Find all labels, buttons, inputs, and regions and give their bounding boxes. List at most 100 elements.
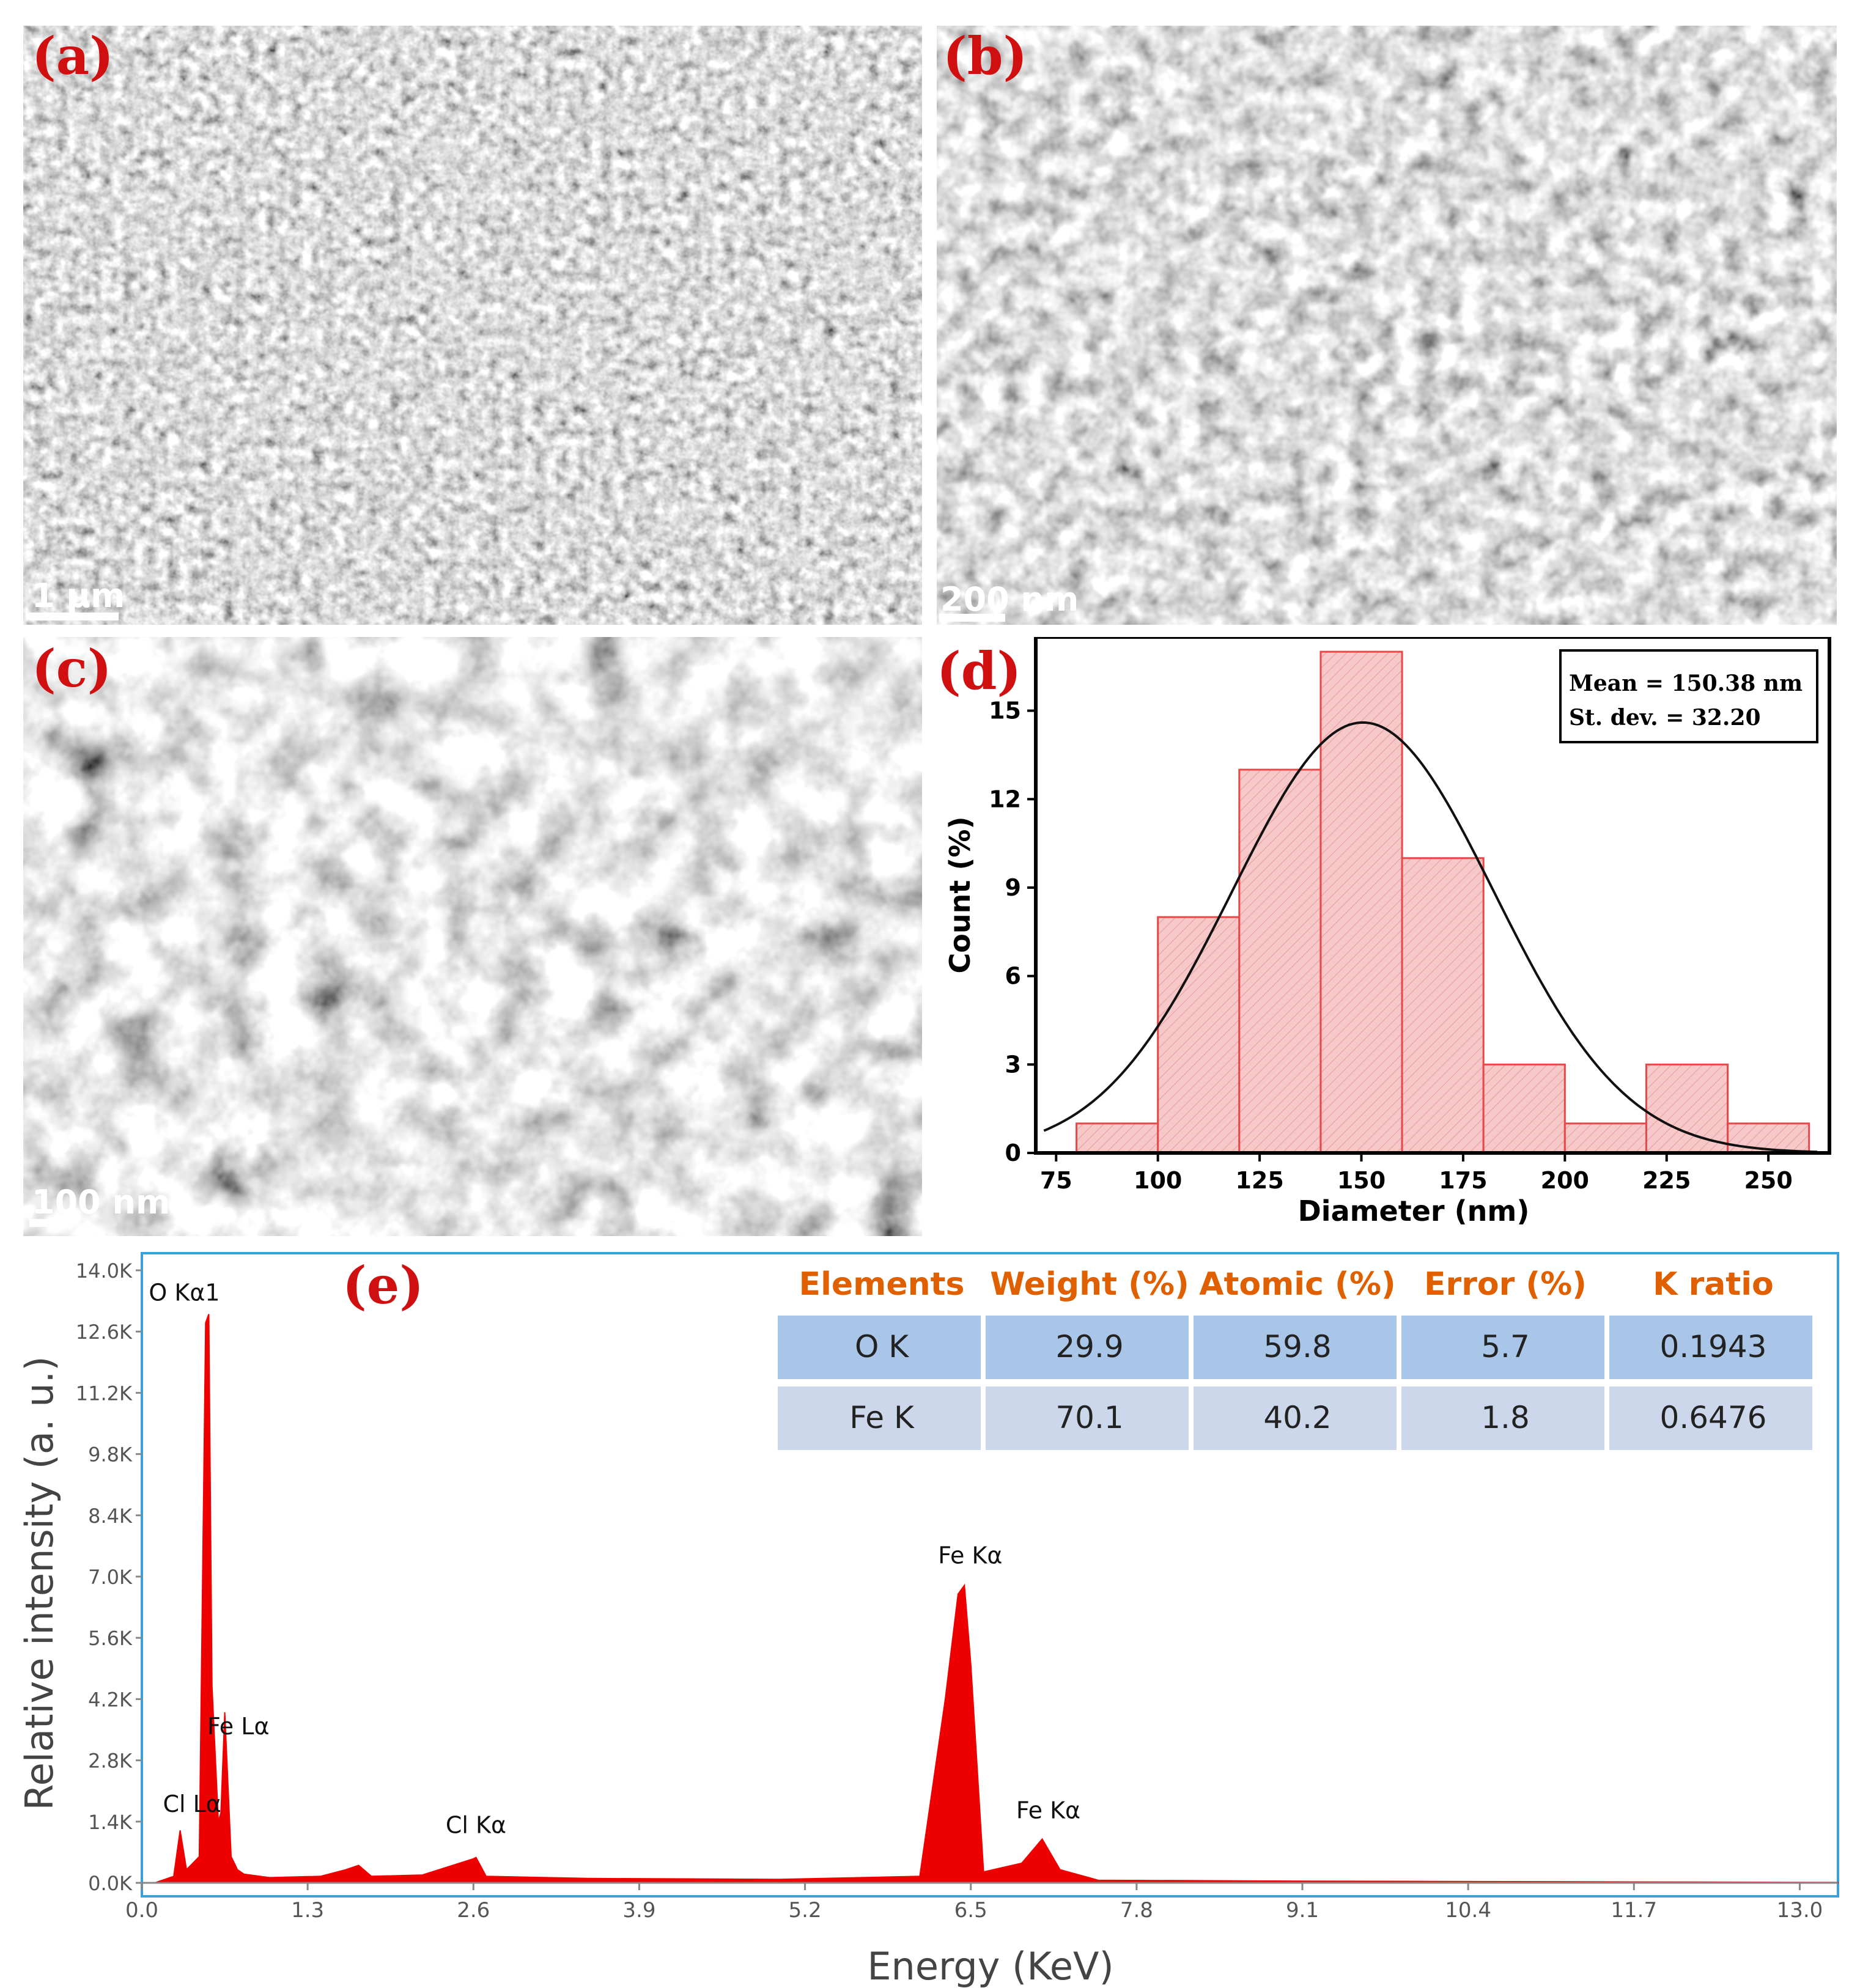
eds-y-tick-label: 12.6K <box>76 1320 133 1344</box>
table-cell-value: 1.8 <box>1481 1400 1530 1435</box>
panel-label-e: (e) <box>342 1255 424 1316</box>
scale-bar-b <box>939 614 1005 622</box>
y-tick-label: 15 <box>989 698 1021 724</box>
eds-x-tick-label: 2.6 <box>457 1898 490 1923</box>
eds-x-tick-label: 6.5 <box>954 1898 987 1923</box>
scale-bar-label-a: 1 μm <box>32 576 125 615</box>
eds-x-tick-label: 13.0 <box>1777 1898 1823 1923</box>
table-cell <box>1607 1384 1815 1452</box>
plot-frame <box>1034 637 1831 1155</box>
y-tick-label: 6 <box>1005 963 1021 990</box>
panel-label-c: (c) <box>32 638 112 699</box>
histogram-chart: 75 100 125 150 175 200 225 250 0 3 6 9 12 15 Diameter… <box>943 637 1831 1228</box>
eds-y-axis-label: Relative intensity (a. u.) <box>17 1356 62 1810</box>
eds-spectrum-line <box>154 1314 1839 1883</box>
peak-label: Cl Lα <box>163 1791 221 1817</box>
peak-label: Fe Lα <box>207 1713 269 1740</box>
table-cell <box>1607 1313 1815 1382</box>
eds-frame <box>141 1252 1839 1898</box>
histogram-panel: 75 100 125 150 175 200 225 250 0 3 6 9 12 15 Diameter… <box>937 637 1837 1236</box>
x-tick-label: 75 <box>1040 1167 1072 1194</box>
eds-x-tick-label: 1.3 <box>291 1898 324 1923</box>
scale-bar-a <box>29 613 119 620</box>
table-header: Weight (%) <box>990 1266 1189 1303</box>
scale-bar-label-c: 100 nm <box>32 1183 171 1221</box>
table-cell <box>1191 1384 1399 1452</box>
table-cell <box>775 1384 983 1452</box>
scale-bar-label-b: 200 nm <box>940 580 1079 619</box>
table-cell <box>775 1313 983 1382</box>
scale-bar-c <box>29 1219 70 1227</box>
table-cell <box>1399 1313 1607 1382</box>
eds-y-tick-label: 4.2K <box>88 1688 133 1711</box>
x-tick-label: 225 <box>1642 1167 1691 1194</box>
y-tick-label: 9 <box>1005 874 1021 901</box>
eds-y-tick-label: 0.0K <box>88 1872 133 1895</box>
histogram-bar <box>1238 768 1322 1154</box>
sem-image-c: (c) 100 nm <box>23 637 922 1236</box>
y-tick-label: 0 <box>1005 1139 1021 1166</box>
eds-y-tick-label: 7.0K <box>88 1566 133 1589</box>
eds-x-tick-label: 0.0 <box>125 1898 158 1923</box>
table-cell-value: 70.1 <box>1055 1400 1123 1435</box>
x-tick-label: 125 <box>1235 1167 1283 1194</box>
eds-x-tick-label: 10.4 <box>1445 1898 1491 1923</box>
table-cell <box>1191 1313 1399 1382</box>
eds-panel: 0.0 1.3 2.6 3.9 5.2 6.5 7.8 9.1 10.4 11.7 13.0 0.0K… <box>0 1247 1860 1988</box>
peak-label: Fe Kα <box>938 1542 1002 1569</box>
stats-sd: St. dev. = 32.20 <box>1569 705 1761 731</box>
eds-x-axis-label: Energy (KeV) <box>867 1944 1113 1988</box>
panel-label-a: (a) <box>32 26 114 86</box>
histogram-bar <box>1157 916 1241 1154</box>
table-cell-value: 40.2 <box>1263 1400 1331 1435</box>
peak-label: Fe Kα <box>1016 1797 1080 1824</box>
histogram-bar <box>1482 1063 1566 1154</box>
eds-y-tick-label: 11.2K <box>76 1382 133 1405</box>
eds-y-tick-label: 9.8K <box>88 1443 133 1467</box>
normal-fit-curve <box>1043 721 1818 1154</box>
table-header: Elements <box>799 1266 965 1303</box>
eds-x-tick-label: 3.9 <box>622 1898 655 1923</box>
histogram-bar <box>1563 1122 1647 1154</box>
eds-y-tick-label: 5.6K <box>88 1627 133 1650</box>
histogram-bar <box>1645 1063 1729 1154</box>
x-axis-label: Diameter (nm) <box>1298 1195 1530 1228</box>
table-cell <box>983 1384 1191 1452</box>
eds-x-tick-label: 5.2 <box>789 1898 822 1923</box>
sem-texture-a <box>23 26 922 625</box>
eds-y-tick-label: 8.4K <box>88 1504 133 1528</box>
table-cell-value: 59.8 <box>1263 1329 1331 1364</box>
x-tick-label: 100 <box>1134 1167 1182 1194</box>
table-cell <box>983 1313 1191 1382</box>
x-tick-label: 250 <box>1744 1167 1792 1194</box>
eds-x-tick-label: 7.8 <box>1120 1898 1153 1923</box>
table-cell <box>1399 1384 1607 1452</box>
sem-texture-b <box>937 26 1837 625</box>
x-tick-label: 150 <box>1337 1167 1386 1194</box>
histogram-bar <box>1076 1122 1159 1154</box>
eds-y-tick-label: 14.0K <box>76 1259 133 1283</box>
sem-image-a: (a) 1 μm <box>23 26 922 625</box>
eds-y-tick-label: 1.4K <box>88 1811 133 1834</box>
table-cell-value: O K <box>855 1329 909 1364</box>
stats-box <box>1559 649 1818 743</box>
sem-texture-c <box>23 637 922 1236</box>
stats-mean: Mean = 150.38 nm <box>1569 671 1803 696</box>
table-header: Error (%) <box>1424 1266 1587 1303</box>
table-header: Atomic (%) <box>1199 1266 1395 1303</box>
y-tick-label: 3 <box>1005 1051 1021 1078</box>
panel-label-d: (d) <box>937 641 1022 701</box>
histogram-bar <box>1401 857 1485 1154</box>
y-tick-label: 12 <box>989 786 1021 812</box>
table-cell-value: 0.1943 <box>1660 1329 1767 1364</box>
table-cell-value: 0.6476 <box>1660 1400 1767 1435</box>
peak-label: Cl Kα <box>446 1811 506 1838</box>
x-tick-label: 200 <box>1541 1167 1589 1194</box>
eds-spectrum-chart: 0.0 1.3 2.6 3.9 5.2 6.5 7.8 9.1 10.4 11.7 13.0 0.0K… <box>17 1252 1839 1988</box>
table-cell-value: 5.7 <box>1481 1329 1530 1364</box>
peak-label: O Kα1 <box>149 1279 220 1306</box>
table-header: K ratio <box>1653 1266 1774 1303</box>
eds-x-tick-label: 9.1 <box>1286 1898 1319 1923</box>
histogram-bar <box>1319 650 1403 1154</box>
element-composition-table: Elements Weight (%) Atomic (%) Error (%) K r… <box>775 1266 1815 1452</box>
